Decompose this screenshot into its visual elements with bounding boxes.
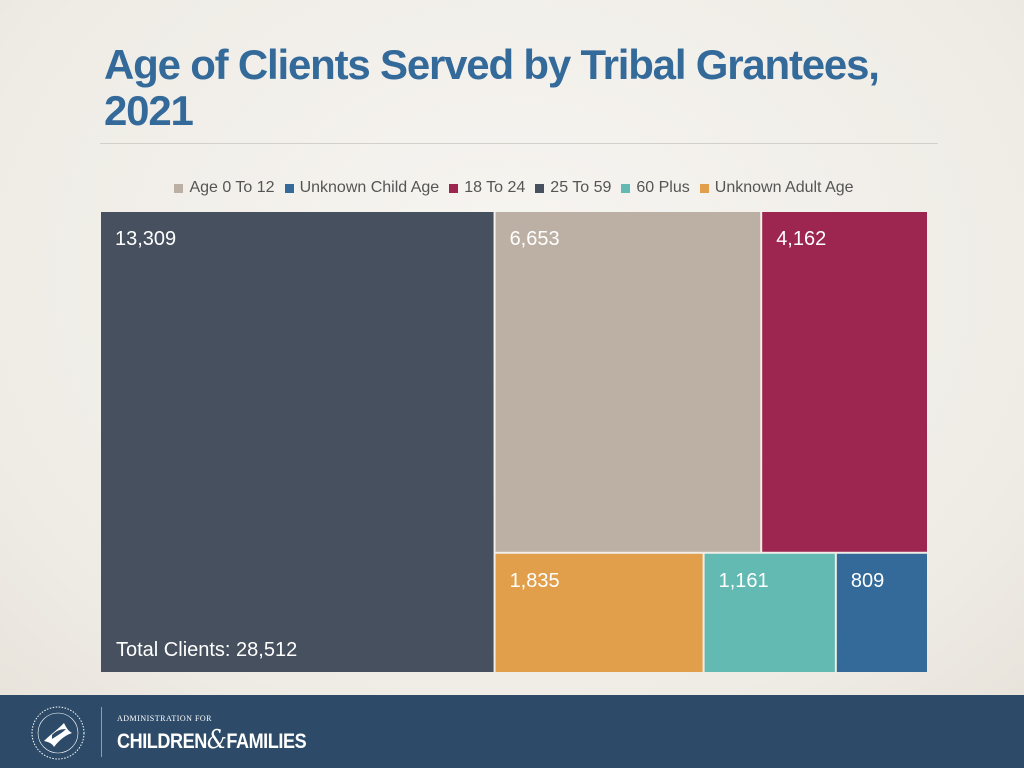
legend-swatch [621, 183, 631, 193]
legend-item: Unknown Adult Age [699, 179, 854, 197]
hhs-seal-icon [31, 706, 85, 760]
treemap-cell-18-to-24: 4,162 [762, 212, 927, 552]
legend-item: 60 Plus [621, 179, 690, 197]
treemap-rect [495, 553, 703, 672]
legend-swatch [535, 183, 545, 193]
treemap-svg: 13,309 6,653 4,162 1,835 1,161 809 Total Clien… [101, 212, 927, 672]
chart-legend: Age 0 To 12 Unknown Child Age 18 To 24 25 T… [100, 177, 928, 199]
legend-label: 25 To 59 [550, 179, 612, 196]
treemap-rect [836, 553, 927, 672]
legend-swatch [699, 183, 709, 193]
treemap-cell-25-to-59: 13,309 [101, 212, 494, 672]
legend-label: 18 To 24 [464, 179, 526, 196]
treemap-value-label: 13,309 [115, 228, 176, 250]
page-title: Age of Clients Served by Tribal Grantees… [104, 41, 880, 134]
treemap-rect [101, 212, 494, 672]
footer-bar: ADMINISTRATION FOR CHILDREN&FAMILIES [0, 695, 1024, 768]
title-divider [100, 143, 938, 144]
total-clients-annotation: Total Clients: 28,512 [116, 639, 297, 661]
brand-wordmark: CHILDREN&FAMILIES [117, 725, 307, 755]
treemap-rect [704, 553, 835, 672]
brand-word-children: CHILDREN [117, 730, 207, 753]
treemap-rect [762, 212, 927, 552]
legend-item: 25 To 59 [535, 179, 611, 197]
treemap-rect [495, 212, 761, 552]
legend-item: Age 0 To 12 [174, 179, 275, 197]
treemap-cell-60-plus: 1,161 [704, 553, 835, 672]
brand-word-families: FAMILIES [226, 730, 307, 753]
legend-swatch [449, 183, 459, 193]
treemap-value-label: 1,835 [510, 570, 560, 592]
treemap-cell-age-0-to-12: 6,653 [495, 212, 761, 552]
treemap-value-label: 4,162 [776, 228, 826, 250]
legend-label: Age 0 To 12 [189, 179, 275, 196]
legend-label: 60 Plus [636, 179, 690, 196]
logo-divider [101, 707, 102, 757]
treemap-value-label: 809 [851, 570, 884, 592]
treemap-value-label: 1,161 [719, 570, 769, 592]
legend-item: Unknown Child Age [284, 179, 440, 197]
legend-item: 18 To 24 [449, 179, 525, 197]
legend-swatch [174, 183, 184, 193]
treemap-cell-unknown-child-age: 809 [836, 553, 927, 672]
brand-subtitle: ADMINISTRATION FOR [117, 714, 213, 723]
treemap-cell-unknown-adult-age: 1,835 [495, 553, 703, 672]
treemap-value-label: 6,653 [510, 228, 560, 250]
legend-label: Unknown Adult Age [714, 179, 854, 196]
brand-ampersand: & [206, 725, 227, 755]
legend-swatch [284, 183, 294, 193]
treemap-chart: 13,309 6,653 4,162 1,835 1,161 809 Total Clien… [100, 211, 928, 673]
legend-label: Unknown Child Age [299, 179, 440, 196]
